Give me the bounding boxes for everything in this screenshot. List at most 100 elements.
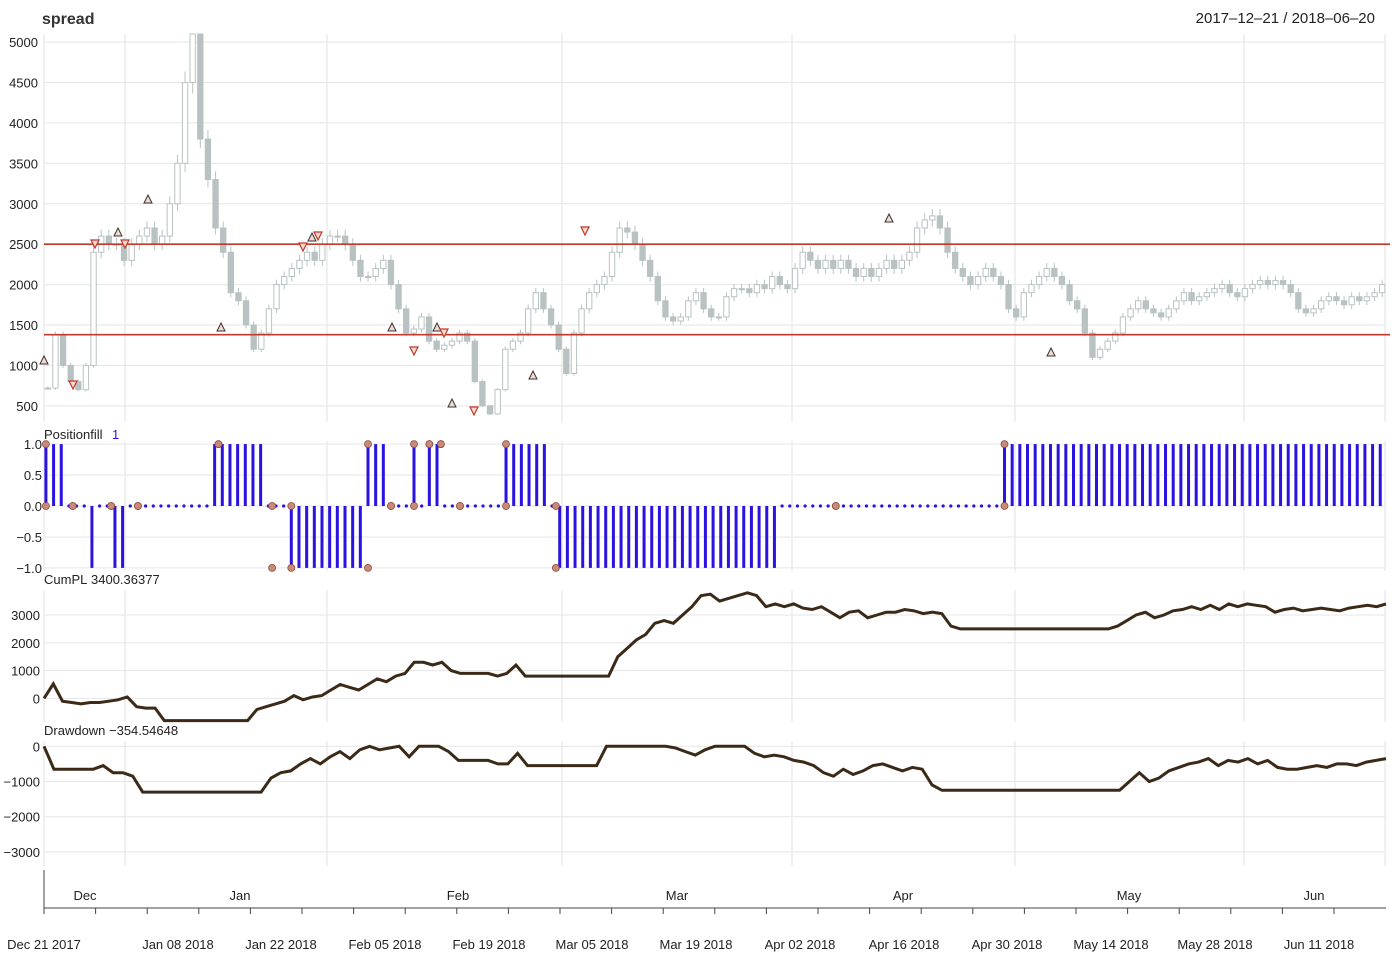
candle [166,203,173,237]
drawdown-tick-label: −3000 [3,845,40,860]
position-zero-dot [167,504,171,508]
position-zero-dot [987,504,991,508]
candle [326,235,334,245]
x-axis: Dec Jan Feb Mar Apr May Jun Dec 21 2017 Jan 08 2… [7,870,1386,952]
sell-marker [469,406,479,417]
sell-marker [409,346,419,357]
candle [1340,300,1348,306]
candle [730,288,738,298]
position-zero-dot [82,504,86,508]
candle [1074,300,1081,310]
candle [433,340,440,350]
candle [746,288,753,294]
candle [677,316,684,322]
cumpl-tick-label: 2000 [11,636,40,651]
candle [1234,292,1241,298]
position-zero-dot [151,504,155,508]
candle [395,284,402,310]
sell-marker [580,226,590,237]
position-zero-dot [895,504,899,508]
fill-marker [410,502,418,510]
candle [250,324,257,350]
candle [654,276,661,302]
fill-marker [436,440,445,448]
month-label: Jun [1304,888,1325,903]
position-zero-dot [174,504,178,508]
sell-marker [90,239,100,250]
candle [1279,280,1287,286]
fill-marker [551,502,560,510]
position-zero-dot [956,504,961,508]
drawdown-tick-label: −2000 [3,810,40,825]
candle [1264,280,1271,286]
date-label: Dec 21 2017 [7,937,81,952]
candle [608,251,616,277]
fill-marker [551,564,560,572]
candle [1020,292,1027,318]
candle [342,235,349,245]
candle [242,300,250,326]
candle [1295,292,1302,310]
position-zero-dot [443,504,447,508]
cumpl-line [42,591,1387,723]
candle [441,344,448,350]
candle [418,316,425,330]
buy-marker [143,193,153,204]
buy-marker [113,226,123,237]
position-tick-label: 1.0 [24,437,42,452]
candle [1043,267,1050,277]
candle [1211,288,1218,294]
sell-marker [120,239,130,250]
price-tick-label: 3000 [9,197,38,212]
date-label: Apr 16 2018 [869,937,940,952]
position-zero-dot [887,504,892,508]
sell-marker [439,328,449,339]
position-tick-label: 0.0 [24,499,42,514]
price-tick-label: 2500 [9,237,38,252]
candle [639,243,646,261]
position-zero-dot [397,504,401,508]
position-label: Positionfill [44,427,103,442]
candle [616,227,623,253]
candle [59,334,67,366]
price-tick-label: 4500 [9,76,38,91]
position-zero-dot [182,504,186,508]
candle [1325,296,1332,302]
candle [456,332,463,342]
position-zero-dot [97,504,102,508]
position-zero-dot [864,504,869,508]
candle [410,328,417,334]
drawdown-label: Drawdown [44,723,105,738]
candle [1096,348,1104,358]
candle [75,381,82,391]
cumpl-panel: CumPL 3400.36377 3000 2000 1000 0 [11,572,1387,723]
position-zero-dot [949,504,953,508]
date-label: Mar 05 2018 [556,937,629,952]
candle [220,227,227,253]
fill-marker [364,440,372,448]
candle [990,267,997,277]
cumpl-value: 3400.36377 [91,572,160,587]
candle [425,316,433,342]
candle [769,276,776,290]
cumpl-tick-label: 0 [33,691,40,706]
candle [204,138,212,180]
position-zero-dot [481,504,485,508]
date-label: Apr 30 2018 [972,937,1043,952]
candle [852,267,860,277]
candle [273,284,280,310]
position-zero-dot [473,504,477,508]
candle [723,296,730,318]
position-value: 1 [112,427,119,442]
price-tick-label: 500 [16,399,38,414]
candle [464,332,471,342]
candle [837,259,844,269]
position-zero-dot [205,504,209,508]
candle [891,259,898,269]
candle [875,267,883,277]
candle [1089,332,1096,358]
candle [586,292,593,310]
candle [189,33,196,83]
candle [1035,276,1043,286]
fill-marker [287,502,296,510]
